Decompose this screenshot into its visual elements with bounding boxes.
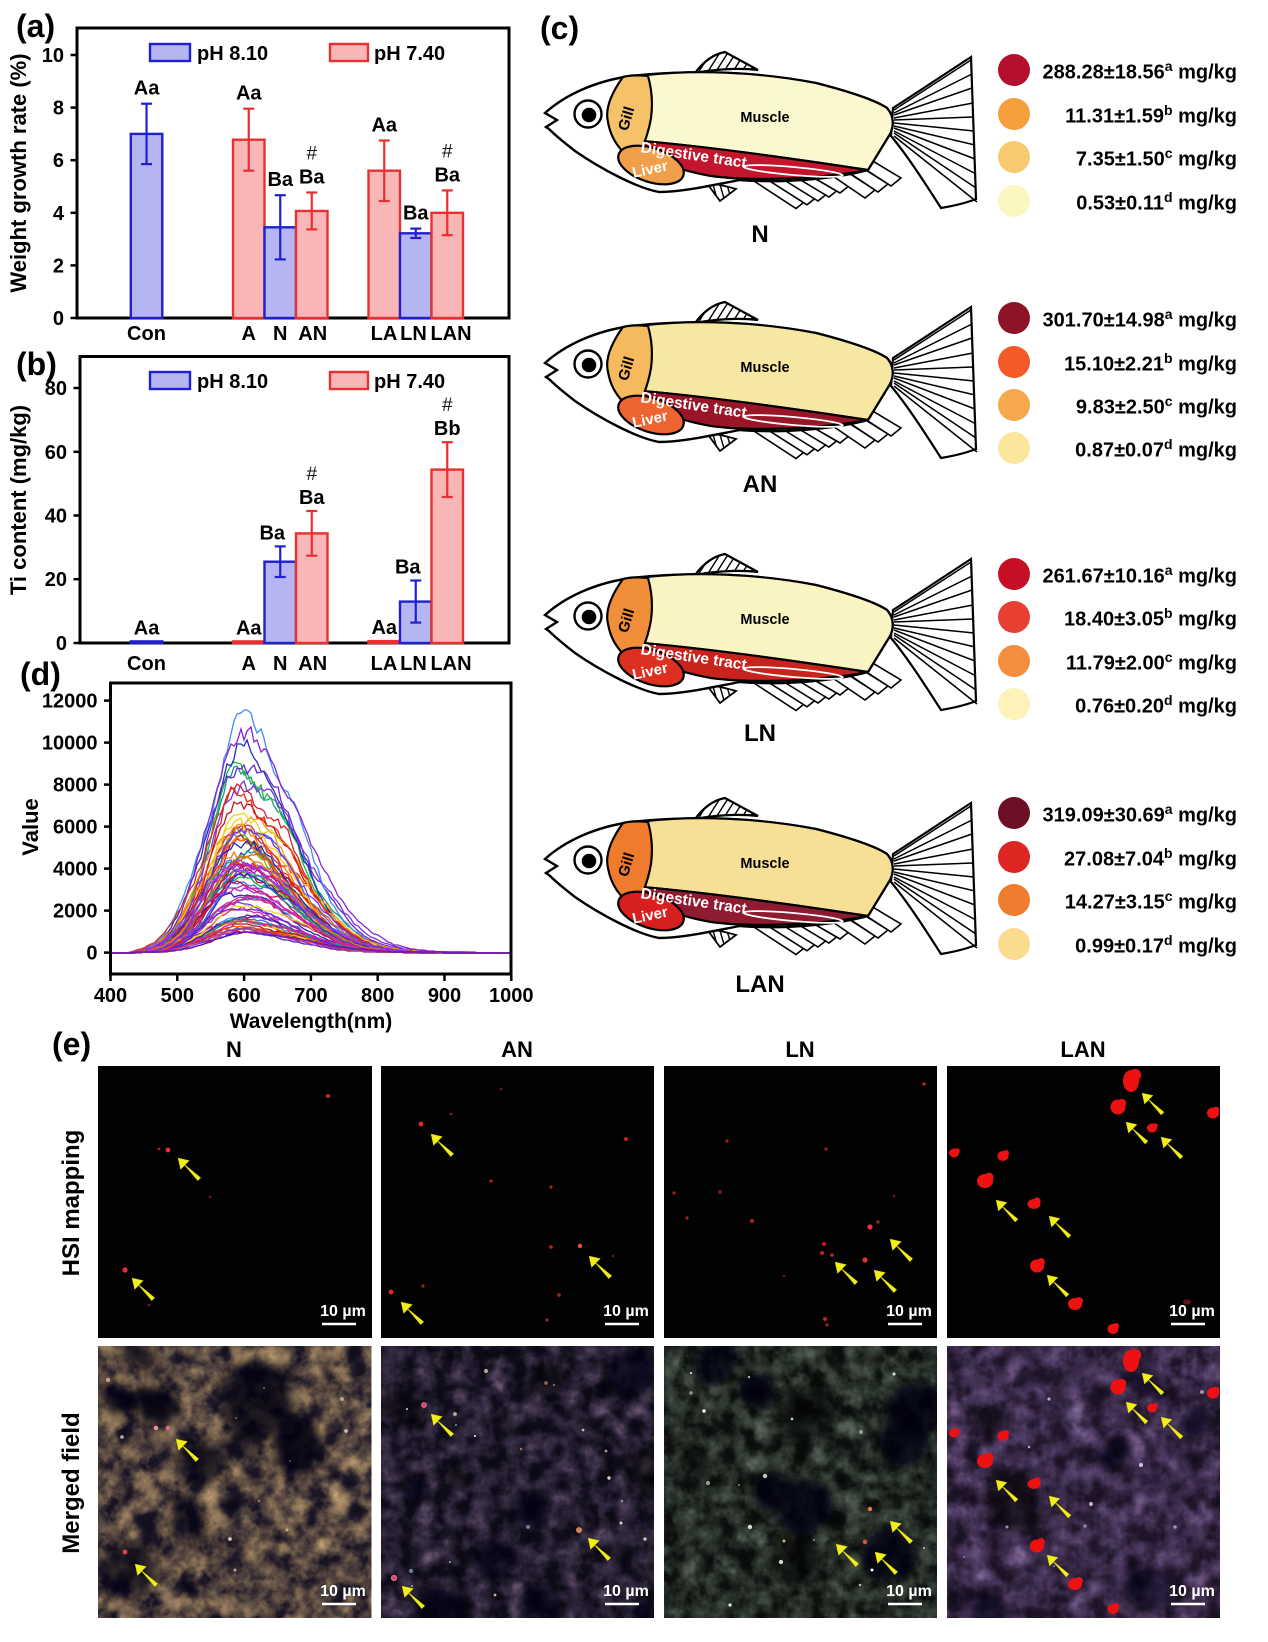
svg-text:10 µm: 10 µm bbox=[1169, 1583, 1215, 1600]
svg-text:0: 0 bbox=[86, 943, 97, 965]
svg-text:80: 80 bbox=[45, 378, 67, 400]
svg-text:40: 40 bbox=[45, 506, 67, 528]
svg-text:10 µm: 10 µm bbox=[603, 1583, 649, 1600]
svg-text:Ba: Ba bbox=[395, 557, 421, 579]
svg-text:10 µm: 10 µm bbox=[1169, 1303, 1215, 1320]
svg-text:#: # bbox=[306, 144, 317, 165]
svg-text:pH 8.10: pH 8.10 bbox=[197, 43, 268, 65]
svg-text:Aa: Aa bbox=[371, 617, 397, 639]
svg-text:900: 900 bbox=[428, 985, 461, 1007]
svg-text:10 µm: 10 µm bbox=[603, 1303, 649, 1320]
svg-text:10 µm: 10 µm bbox=[320, 1303, 366, 1320]
svg-text:#: # bbox=[306, 464, 317, 485]
svg-text:LA: LA bbox=[371, 653, 398, 675]
svg-text:Con: Con bbox=[127, 323, 166, 345]
svg-text:Ti content (mg/kg): Ti content (mg/kg) bbox=[6, 405, 31, 595]
svg-text:LN: LN bbox=[400, 653, 427, 675]
svg-text:Aa: Aa bbox=[134, 617, 160, 639]
svg-text:Bb: Bb bbox=[434, 418, 461, 440]
svg-text:8: 8 bbox=[53, 98, 64, 120]
svg-text:700: 700 bbox=[294, 985, 327, 1007]
svg-text:2000: 2000 bbox=[53, 901, 98, 923]
svg-text:500: 500 bbox=[161, 985, 194, 1007]
svg-text:AN: AN bbox=[298, 323, 327, 345]
svg-text:Aa: Aa bbox=[134, 78, 160, 100]
svg-text:AN: AN bbox=[298, 653, 327, 675]
svg-text:pH 7.40: pH 7.40 bbox=[374, 371, 445, 393]
svg-text:#: # bbox=[442, 395, 453, 416]
svg-text:10 µm: 10 µm bbox=[320, 1583, 366, 1600]
svg-text:Ba: Ba bbox=[299, 487, 325, 509]
svg-text:pH 7.40: pH 7.40 bbox=[374, 43, 445, 65]
svg-text:LA: LA bbox=[371, 323, 398, 345]
svg-text:N: N bbox=[273, 323, 287, 345]
svg-text:400: 400 bbox=[94, 985, 127, 1007]
svg-text:10: 10 bbox=[42, 45, 64, 67]
svg-text:LAN: LAN bbox=[430, 653, 471, 675]
svg-text:Con: Con bbox=[127, 653, 166, 675]
svg-text:0: 0 bbox=[53, 308, 64, 330]
svg-text:8000: 8000 bbox=[53, 775, 98, 797]
svg-text:4: 4 bbox=[53, 203, 65, 225]
svg-text:Ba: Ba bbox=[299, 167, 325, 189]
svg-text:Weight growth rate (%): Weight growth rate (%) bbox=[6, 53, 31, 292]
svg-text:Wavelength(nm): Wavelength(nm) bbox=[230, 1010, 393, 1033]
svg-text:0: 0 bbox=[56, 633, 67, 655]
svg-text:LN: LN bbox=[400, 323, 427, 345]
svg-text:Value: Value bbox=[18, 798, 43, 855]
svg-text:Ba: Ba bbox=[434, 164, 460, 186]
svg-text:4000: 4000 bbox=[53, 859, 98, 881]
svg-text:#: # bbox=[442, 141, 453, 162]
svg-text:A: A bbox=[241, 323, 255, 345]
svg-text:10000: 10000 bbox=[42, 733, 98, 755]
svg-text:pH 8.10: pH 8.10 bbox=[197, 371, 268, 393]
svg-text:Aa: Aa bbox=[236, 617, 262, 639]
svg-text:60: 60 bbox=[45, 442, 67, 464]
svg-text:12000: 12000 bbox=[42, 691, 98, 713]
svg-text:10 µm: 10 µm bbox=[886, 1583, 932, 1600]
svg-text:Ba: Ba bbox=[403, 203, 429, 225]
svg-text:20: 20 bbox=[45, 569, 67, 591]
svg-text:2: 2 bbox=[53, 255, 64, 277]
svg-text:Ba: Ba bbox=[267, 169, 293, 191]
svg-text:800: 800 bbox=[361, 985, 394, 1007]
svg-text:LAN: LAN bbox=[430, 323, 471, 345]
svg-text:6000: 6000 bbox=[53, 817, 98, 839]
svg-text:10 µm: 10 µm bbox=[886, 1303, 932, 1320]
svg-text:1000: 1000 bbox=[489, 985, 534, 1007]
svg-text:600: 600 bbox=[227, 985, 260, 1007]
svg-text:Ba: Ba bbox=[259, 522, 285, 544]
svg-text:6: 6 bbox=[53, 150, 64, 172]
svg-text:Aa: Aa bbox=[371, 115, 397, 137]
svg-text:Aa: Aa bbox=[236, 83, 262, 105]
svg-text:N: N bbox=[273, 653, 287, 675]
svg-text:A: A bbox=[241, 653, 255, 675]
